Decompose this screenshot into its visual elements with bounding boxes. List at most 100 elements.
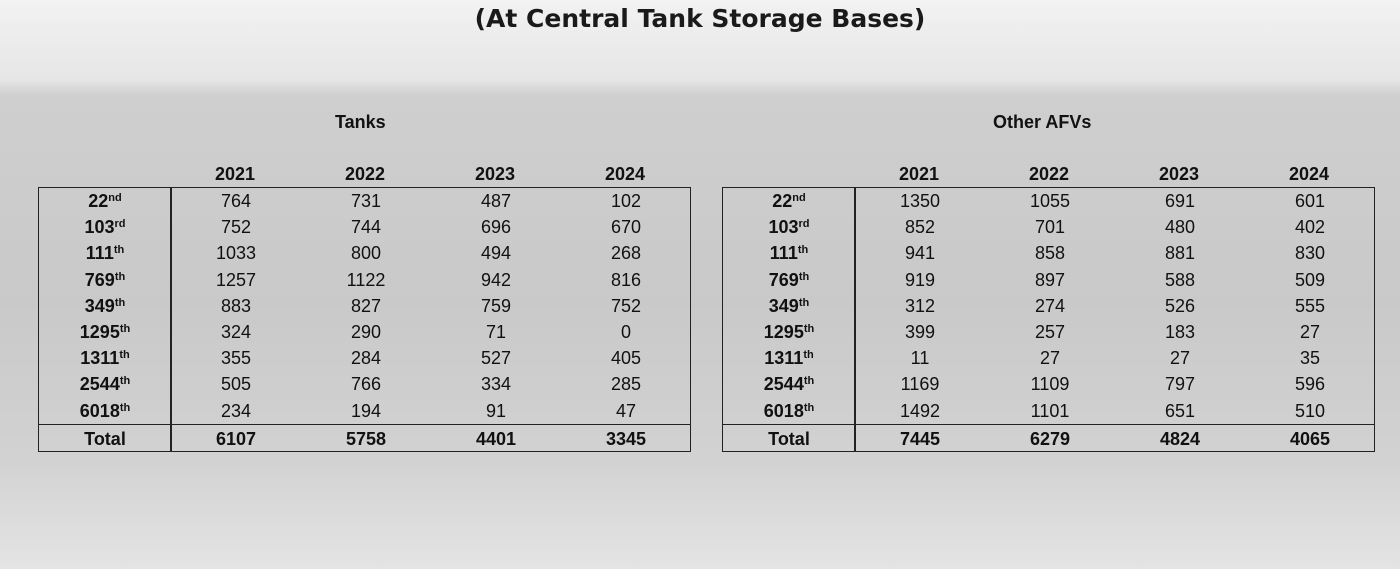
value-cell: 312 bbox=[904, 295, 936, 316]
total-label: Total bbox=[84, 428, 126, 449]
value-cell: 941 bbox=[904, 243, 936, 264]
base-number: 349 bbox=[768, 295, 799, 316]
value-cell: 1055 bbox=[1029, 191, 1071, 211]
row-label: 103rd bbox=[39, 214, 171, 240]
ordinal-suffix: nd bbox=[792, 192, 806, 204]
value-cell: 766 bbox=[350, 374, 382, 395]
row-label: 111th bbox=[39, 240, 171, 266]
value-cell: 27 bbox=[1299, 322, 1321, 342]
ordinal-suffix: th bbox=[114, 270, 126, 283]
value-cell: 759 bbox=[480, 295, 512, 316]
value-cell: 1492 bbox=[899, 400, 941, 421]
divider bbox=[723, 423, 1374, 426]
base-number: 1295 bbox=[763, 322, 804, 342]
total-cell: 6107 bbox=[215, 428, 257, 449]
base-number: 111 bbox=[85, 243, 114, 264]
value-cell: 919 bbox=[904, 269, 936, 290]
row-label: 6018th bbox=[39, 398, 171, 424]
title: (At Central Tank Storage Bases) bbox=[474, 4, 926, 33]
value-cell: 764 bbox=[220, 191, 252, 211]
ordinal-suffix: th bbox=[113, 244, 125, 257]
value-cell: 588 bbox=[1164, 269, 1196, 290]
total-cell: 4824 bbox=[1159, 428, 1201, 449]
base-number: 111 bbox=[769, 243, 798, 264]
value-cell: 555 bbox=[1294, 295, 1326, 316]
value-cell: 35 bbox=[1299, 348, 1321, 369]
row-label: 769th bbox=[723, 267, 855, 293]
ordinal-suffix: th bbox=[119, 401, 131, 414]
base-number: 349 bbox=[84, 295, 115, 316]
value-cell: 194 bbox=[350, 400, 382, 421]
value-cell: 752 bbox=[220, 217, 252, 238]
value-cell: 494 bbox=[480, 243, 512, 264]
ordinal-suffix: th bbox=[119, 375, 131, 388]
value-cell: 268 bbox=[610, 243, 642, 264]
value-cell: 696 bbox=[480, 217, 512, 238]
value-cell: 691 bbox=[1164, 191, 1196, 211]
ordinal-suffix: th bbox=[803, 375, 815, 388]
value-cell: 827 bbox=[350, 295, 382, 316]
total-cell: 4065 bbox=[1289, 428, 1331, 449]
row-label: 103rd bbox=[723, 214, 855, 240]
value-cell: 651 bbox=[1164, 400, 1196, 421]
base-number: 103 bbox=[84, 217, 115, 238]
row-label: 349th bbox=[39, 293, 171, 319]
value-cell: 324 bbox=[220, 322, 252, 342]
value-cell: 701 bbox=[1034, 217, 1066, 238]
ordinal-suffix: th bbox=[803, 323, 815, 335]
value-cell: 883 bbox=[220, 295, 252, 316]
ordinal-suffix: nd bbox=[108, 192, 122, 204]
total-cell: 4401 bbox=[475, 428, 517, 449]
value-cell: 91 bbox=[485, 400, 507, 421]
total-label: Total bbox=[768, 428, 810, 449]
value-cell: 881 bbox=[1164, 243, 1196, 264]
column-header: 2022 bbox=[344, 164, 386, 184]
value-cell: 858 bbox=[1034, 243, 1066, 264]
ordinal-suffix: th bbox=[803, 349, 814, 362]
column-header: 2024 bbox=[1288, 164, 1330, 184]
value-cell: 284 bbox=[350, 348, 382, 369]
base-number: 22 bbox=[88, 191, 109, 211]
value-cell: 897 bbox=[1034, 269, 1066, 290]
table-caption: Tanks bbox=[335, 112, 386, 132]
data-table: 22nd 1350 1055 691 601 103rd 852 701 480 402 111th… bbox=[722, 187, 1375, 452]
value-cell: 290 bbox=[350, 322, 382, 342]
column-header: 2024 bbox=[604, 164, 646, 184]
row-label: 2544th bbox=[723, 371, 855, 397]
value-cell: 405 bbox=[610, 348, 642, 369]
value-cell: 1101 bbox=[1030, 400, 1070, 421]
total-cell: 6279 bbox=[1029, 428, 1071, 449]
value-cell: 510 bbox=[1294, 400, 1326, 421]
value-cell: 355 bbox=[220, 348, 252, 369]
ordinal-suffix: rd bbox=[114, 218, 126, 231]
value-cell: 102 bbox=[610, 191, 642, 211]
base-number: 1311 bbox=[764, 348, 804, 369]
value-cell: 670 bbox=[610, 217, 642, 238]
ordinal-suffix: rd bbox=[798, 218, 810, 231]
value-cell: 47 bbox=[615, 400, 637, 421]
value-cell: 487 bbox=[480, 191, 512, 211]
row-label: 349th bbox=[723, 293, 855, 319]
value-cell: 596 bbox=[1294, 374, 1326, 395]
row-label: 769th bbox=[39, 267, 171, 293]
ordinal-suffix: th bbox=[119, 349, 130, 362]
value-cell: 71 bbox=[485, 322, 507, 342]
total-cell: 5758 bbox=[345, 428, 387, 449]
row-label: 111th bbox=[723, 240, 855, 266]
value-cell: 1109 bbox=[1030, 374, 1070, 395]
ordinal-suffix: th bbox=[803, 401, 815, 414]
column-header: 2021 bbox=[214, 164, 256, 184]
ordinal-suffix: th bbox=[798, 270, 810, 283]
value-cell: 1122 bbox=[346, 269, 386, 290]
data-table: 22nd 764 731 487 102 103rd 752 744 696 670 111th 10… bbox=[38, 187, 691, 452]
row-label: 1311th bbox=[723, 345, 855, 371]
value-cell: 183 bbox=[1164, 322, 1196, 342]
base-number: 6018 bbox=[79, 400, 120, 421]
value-cell: 942 bbox=[480, 269, 512, 290]
divider bbox=[170, 188, 172, 451]
row-label: 6018th bbox=[723, 398, 855, 424]
value-cell: 744 bbox=[350, 217, 382, 238]
value-cell: 731 bbox=[350, 191, 382, 211]
divider bbox=[39, 423, 690, 426]
